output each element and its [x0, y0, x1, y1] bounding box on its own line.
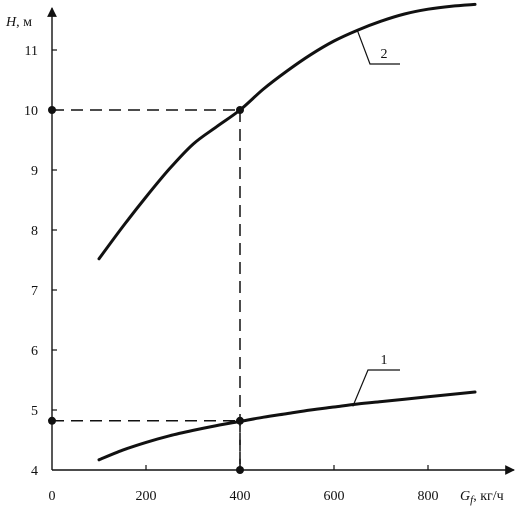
y-tick-label: 5 — [31, 404, 38, 419]
y-tick-label: 6 — [31, 344, 38, 359]
curve-label: 1 — [381, 353, 388, 368]
series-group — [97, 2, 477, 462]
curve-label-leader — [352, 369, 400, 407]
y-tick-label: 7 — [31, 284, 38, 299]
series-line-1 — [97, 390, 477, 462]
ref-point-x-axis — [236, 466, 244, 474]
ref-point-y-axis — [48, 106, 56, 114]
curve-labels: 12 — [352, 30, 400, 407]
y-tick-label: 9 — [31, 164, 38, 179]
curve-label-leader — [356, 30, 400, 65]
x-tick-label: 400 — [230, 489, 251, 504]
y-tick-label: 10 — [24, 104, 38, 119]
ref-point-y-axis — [48, 416, 56, 425]
series-line-2 — [97, 2, 477, 261]
x-tick-label: 200 — [136, 489, 157, 504]
y-tick-label: 8 — [31, 224, 38, 239]
x-tick-label: 0 — [49, 489, 56, 504]
y-tick-label: 4 — [31, 464, 38, 479]
y-ticks: 4 5 6 7 8 9 10 11 — [24, 44, 57, 479]
y-tick-label: 11 — [25, 44, 38, 59]
x-tick-label: 600 — [324, 489, 345, 504]
curve-label: 2 — [381, 47, 388, 62]
reference-lines — [48, 106, 244, 474]
x-axis-label: Gf, кг/ч — [460, 489, 504, 506]
x-tick-label: 800 — [418, 489, 439, 504]
y-axis-label: H, м — [5, 15, 32, 30]
